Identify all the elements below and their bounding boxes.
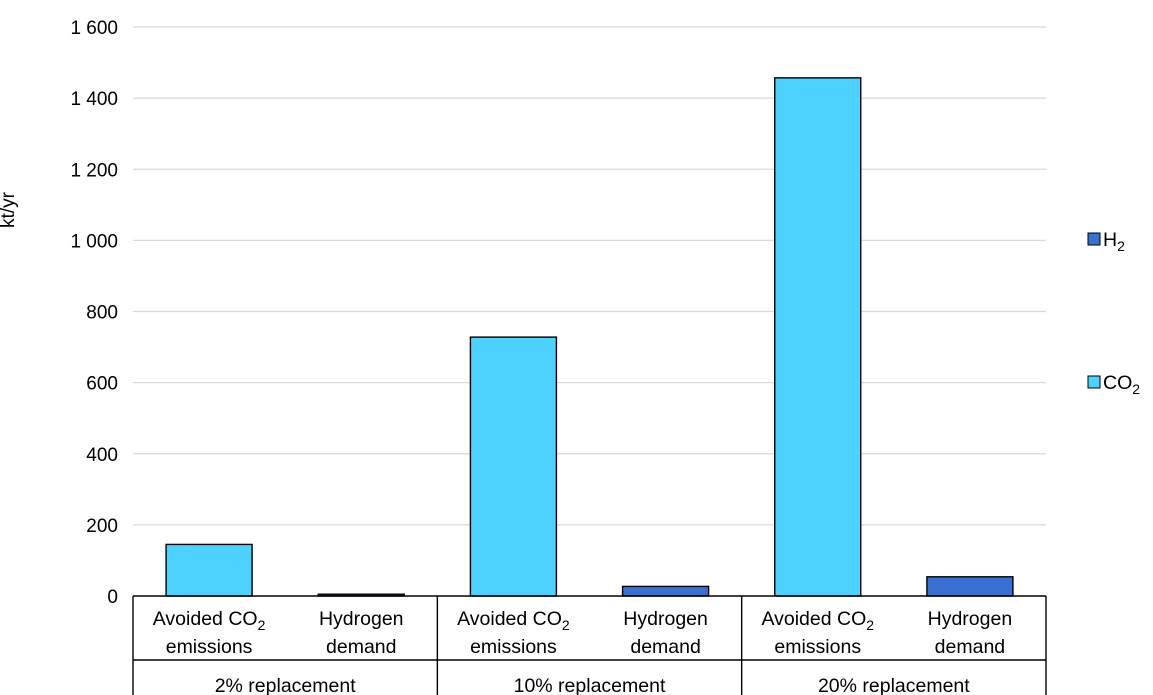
category-label-line2: demand xyxy=(630,636,700,658)
bar-h2 xyxy=(926,576,1014,597)
category-label-line2: emissions xyxy=(166,636,253,658)
group-label: 10% replacement xyxy=(514,675,666,695)
category-label-line1: Hydrogen xyxy=(928,608,1013,630)
y-tick-label: 1 600 xyxy=(70,18,118,39)
category-label-line1: Hydrogen xyxy=(623,608,708,630)
gridlines xyxy=(133,26,1046,526)
y-tick-label: 800 xyxy=(86,303,118,324)
legend-swatch-h2 xyxy=(1087,232,1101,246)
y-axis-label: kt/yr xyxy=(0,191,19,228)
y-tick-label: 1 000 xyxy=(70,231,118,252)
group-label: 2% replacement xyxy=(215,675,356,695)
bars xyxy=(165,77,1014,597)
category-labels: Avoided CO2 emissions Hydrogen demand 2% rep… xyxy=(153,608,1012,695)
bar-co2 xyxy=(774,77,862,597)
category-label-line2: emissions xyxy=(470,636,557,658)
group-label: 20% replacement xyxy=(818,675,970,695)
bar-co2 xyxy=(165,543,253,597)
y-tick-label: 1 200 xyxy=(70,160,118,181)
category-label-line2: demand xyxy=(935,636,1005,658)
legend-label-co2: CO2 xyxy=(1103,372,1140,397)
legend: H2 CO2 xyxy=(1087,229,1140,397)
y-tick-label: 1 400 xyxy=(70,89,118,110)
bar-co2 xyxy=(469,336,558,597)
legend-swatch-co2 xyxy=(1087,375,1101,389)
bar-h2 xyxy=(621,585,710,597)
y-tick-label: 600 xyxy=(86,374,118,395)
y-tick-labels: 0 200 400 600 800 1 000 1 200 1 400 1 600 xyxy=(70,18,118,608)
category-label-line1: Avoided CO2 xyxy=(153,608,266,633)
category-label-line1: Avoided CO2 xyxy=(761,608,874,633)
y-tick-label: 0 xyxy=(107,587,118,608)
axes xyxy=(132,595,1047,695)
category-label-line1: Hydrogen xyxy=(319,608,404,630)
category-label-line2: demand xyxy=(326,636,396,658)
category-label-line2: emissions xyxy=(774,636,861,658)
y-tick-label: 400 xyxy=(86,445,118,466)
category-label-line1: Avoided CO2 xyxy=(457,608,570,633)
legend-label-h2: H2 xyxy=(1103,229,1125,254)
y-tick-label: 200 xyxy=(86,516,118,537)
